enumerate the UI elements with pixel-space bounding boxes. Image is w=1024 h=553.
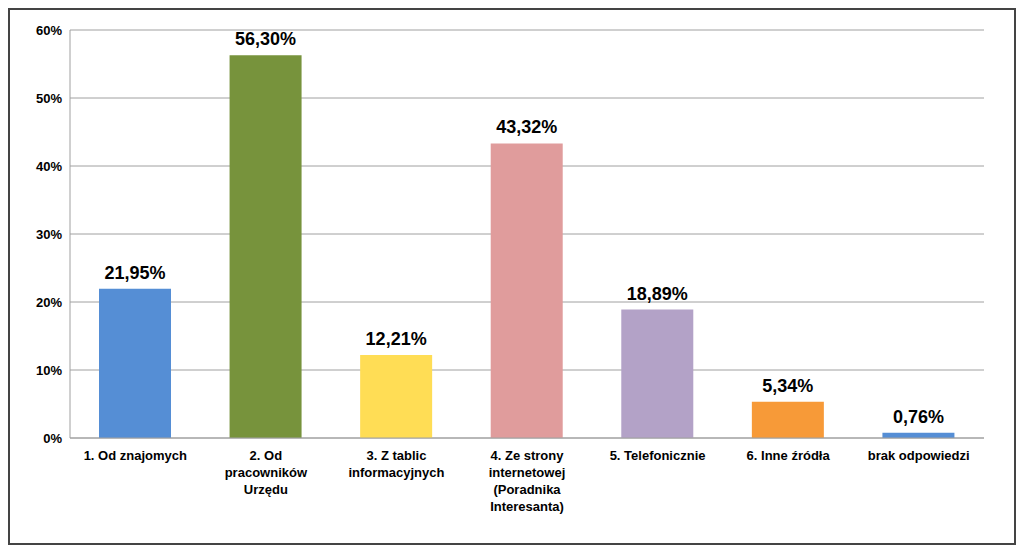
svg-text:10%: 10% — [36, 363, 62, 378]
svg-text:2. OdpracownikówUrzędu: 2. OdpracownikówUrzędu — [225, 448, 308, 497]
svg-text:4. Ze stronyinternetowej(Porad: 4. Ze stronyinternetowej(PoradnikaIntere… — [489, 448, 566, 514]
svg-text:21,95%: 21,95% — [104, 263, 165, 283]
svg-text:50%: 50% — [36, 91, 62, 106]
svg-text:5,34%: 5,34% — [762, 376, 813, 396]
svg-text:6. Inne źródła: 6. Inne źródła — [747, 448, 831, 463]
svg-text:0,76%: 0,76% — [893, 407, 944, 427]
svg-text:5. Telefonicznie: 5. Telefonicznie — [610, 448, 706, 463]
svg-text:brak odpowiedzi: brak odpowiedzi — [868, 448, 970, 463]
svg-text:18,89%: 18,89% — [627, 284, 688, 304]
svg-text:56,30%: 56,30% — [235, 29, 296, 49]
svg-text:1. Od znajomych: 1. Od znajomych — [84, 448, 187, 463]
svg-text:12,21%: 12,21% — [366, 329, 427, 349]
svg-text:3. Z tablicinformacyjnych: 3. Z tablicinformacyjnych — [348, 448, 444, 480]
svg-text:30%: 30% — [36, 227, 62, 242]
svg-text:0%: 0% — [43, 431, 62, 446]
svg-text:43,32%: 43,32% — [496, 117, 557, 137]
svg-text:20%: 20% — [36, 295, 62, 310]
svg-text:60%: 60% — [36, 23, 62, 38]
svg-text:40%: 40% — [36, 159, 62, 174]
